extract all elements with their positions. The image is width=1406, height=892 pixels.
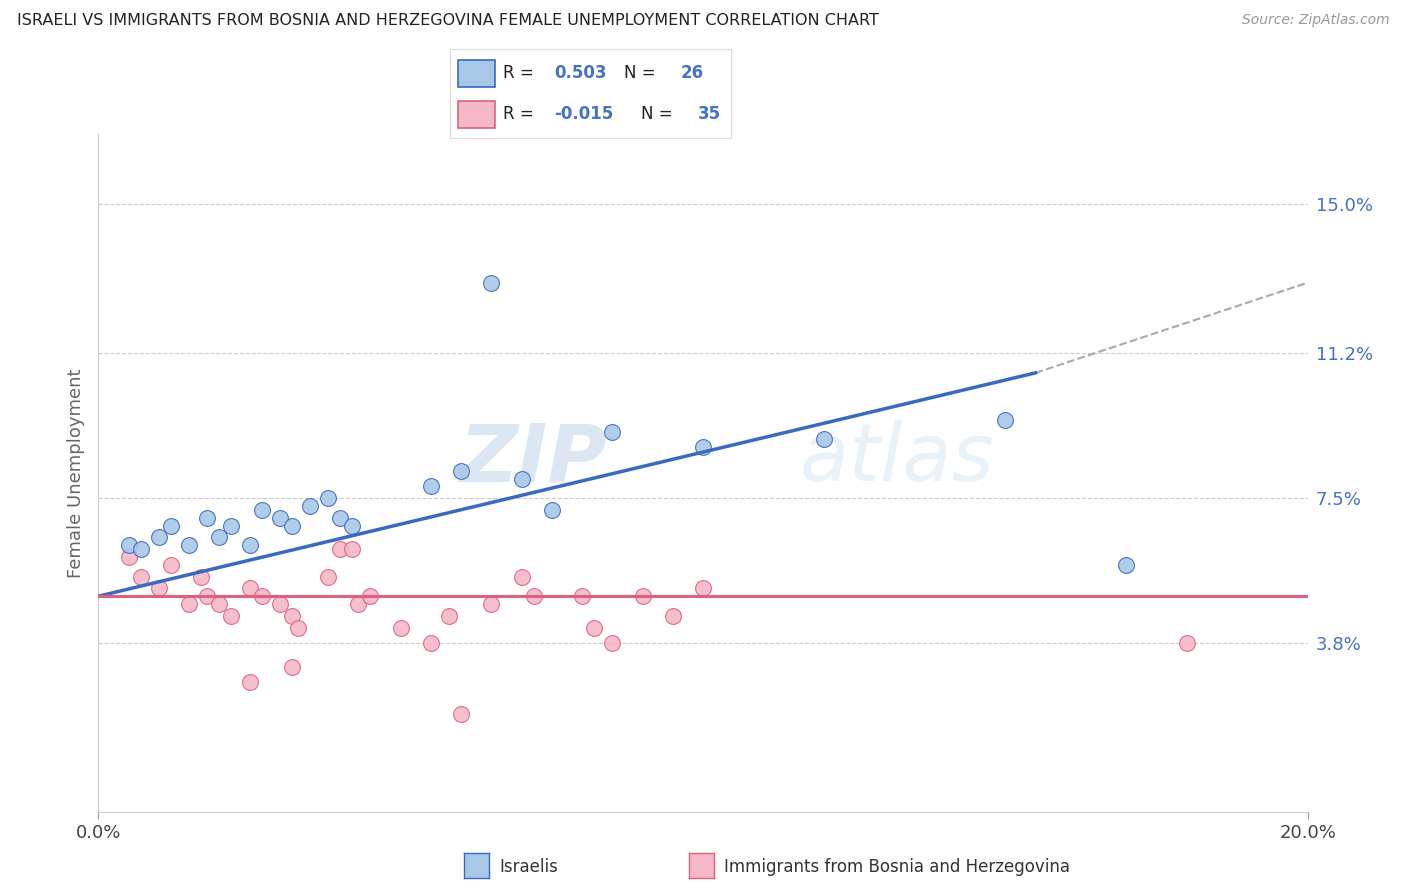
Point: [281, 518, 304, 533]
Point: [281, 659, 304, 673]
Text: ISRAELI VS IMMIGRANTS FROM BOSNIA AND HERZEGOVINA FEMALE UNEMPLOYMENT CORRELATIO: ISRAELI VS IMMIGRANTS FROM BOSNIA AND HE…: [17, 13, 879, 29]
Point: [481, 597, 503, 611]
Point: [602, 425, 624, 439]
Point: [179, 538, 201, 552]
Point: [347, 597, 370, 611]
Point: [118, 549, 141, 564]
Point: [287, 621, 309, 635]
Point: [221, 518, 243, 533]
Point: [342, 518, 364, 533]
Point: [250, 503, 273, 517]
Point: [208, 530, 231, 544]
Point: [450, 464, 472, 478]
Point: [316, 569, 339, 583]
Point: [299, 499, 322, 513]
Text: -0.015: -0.015: [554, 105, 613, 123]
Point: [389, 621, 412, 635]
Point: [239, 675, 262, 690]
Point: [540, 503, 562, 517]
Point: [316, 491, 339, 506]
FancyBboxPatch shape: [458, 101, 495, 128]
Y-axis label: Female Unemployment: Female Unemployment: [66, 368, 84, 577]
Point: [1175, 636, 1198, 650]
Point: [1115, 558, 1137, 572]
Text: 26: 26: [681, 64, 703, 82]
Text: 35: 35: [697, 105, 720, 123]
Point: [342, 542, 364, 557]
Point: [420, 636, 443, 650]
Point: [813, 433, 835, 447]
Point: [510, 569, 533, 583]
Point: [118, 538, 141, 552]
Point: [250, 589, 273, 603]
Point: [450, 706, 472, 721]
Point: [160, 518, 183, 533]
Point: [662, 608, 685, 623]
Point: [437, 608, 460, 623]
Point: [329, 511, 352, 525]
Point: [420, 479, 443, 493]
Point: [239, 538, 262, 552]
FancyBboxPatch shape: [458, 60, 495, 87]
Point: [360, 589, 382, 603]
Point: [571, 589, 593, 603]
Point: [583, 621, 606, 635]
Text: Immigrants from Bosnia and Herzegovina: Immigrants from Bosnia and Herzegovina: [724, 858, 1070, 876]
Point: [129, 542, 152, 557]
Text: atlas: atlas: [800, 420, 994, 499]
Point: [523, 589, 546, 603]
Text: R =: R =: [503, 64, 540, 82]
Point: [148, 530, 170, 544]
Point: [208, 597, 231, 611]
Point: [179, 597, 201, 611]
Point: [221, 608, 243, 623]
Point: [481, 276, 503, 290]
Point: [239, 582, 262, 596]
Point: [148, 582, 170, 596]
Text: Source: ZipAtlas.com: Source: ZipAtlas.com: [1241, 13, 1389, 28]
Point: [329, 542, 352, 557]
Text: N =: N =: [641, 105, 678, 123]
Point: [195, 589, 218, 603]
Point: [631, 589, 654, 603]
Text: R =: R =: [503, 105, 540, 123]
Point: [269, 511, 291, 525]
Point: [692, 582, 714, 596]
Point: [195, 511, 218, 525]
Text: Israelis: Israelis: [499, 858, 558, 876]
Point: [281, 608, 304, 623]
Text: ZIP: ZIP: [458, 420, 606, 499]
Point: [160, 558, 183, 572]
Point: [269, 597, 291, 611]
Point: [129, 569, 152, 583]
Text: 0.503: 0.503: [554, 64, 606, 82]
Point: [692, 440, 714, 454]
Point: [190, 569, 212, 583]
Point: [994, 413, 1017, 427]
Point: [602, 636, 624, 650]
Text: N =: N =: [624, 64, 661, 82]
Point: [510, 472, 533, 486]
